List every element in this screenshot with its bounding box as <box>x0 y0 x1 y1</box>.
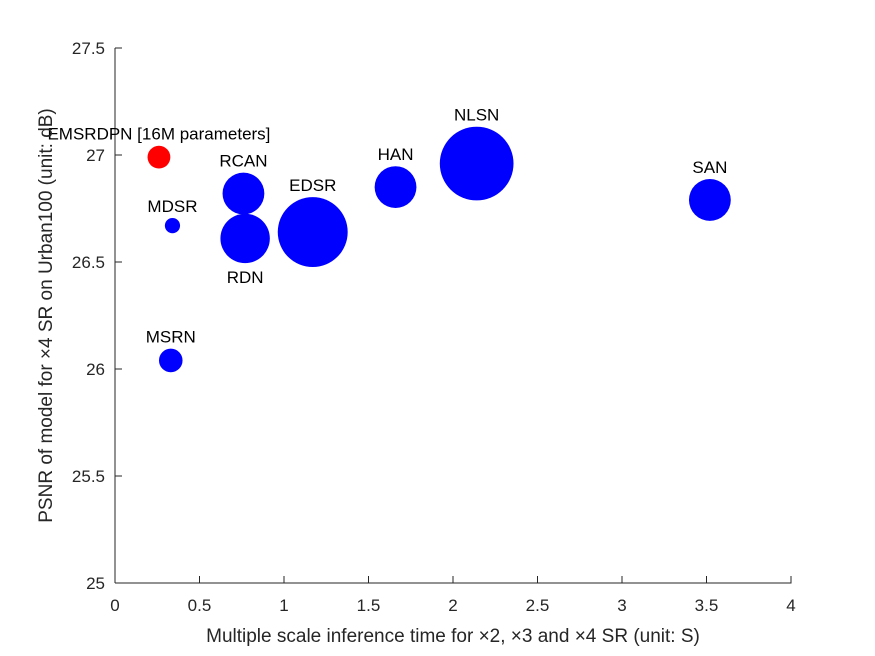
bubble-han <box>374 166 417 209</box>
y-tick-label: 25.5 <box>72 467 105 486</box>
bubble-rdn <box>220 213 270 264</box>
label-edsr: EDSR <box>289 176 336 195</box>
bubble-msrn <box>158 348 183 373</box>
x-axis-label: Multiple scale inference time for ×2, ×3… <box>206 626 700 647</box>
axes: 0 0.5 1 1.5 2 2.5 3 3.5 4 25 25.5 26 26.5 27 27.5 <box>72 39 796 615</box>
label-emsrdpn: EMSRDPN [16M parameters] <box>47 125 270 144</box>
x-tick-label: 3 <box>617 596 626 615</box>
bubble-nlsn <box>439 126 514 201</box>
y-tick-label: 25 <box>86 574 105 593</box>
x-tick-label: 2.5 <box>526 596 550 615</box>
x-tick-label: 1 <box>279 596 288 615</box>
bubble-edsr <box>277 197 348 267</box>
point-labels: EMSRDPN [16M parameters] MDSR MSRN RCAN RDN E… <box>47 106 727 347</box>
x-tick-label: 2 <box>448 596 457 615</box>
label-rdn: RDN <box>227 268 264 287</box>
label-rcan: RCAN <box>219 152 267 171</box>
bubble-san <box>688 179 731 221</box>
bubble-mdsr <box>164 218 181 234</box>
y-tick-label: 26.5 <box>72 253 105 272</box>
y-tick-label: 27 <box>86 146 105 165</box>
bubble-rcan <box>222 172 265 215</box>
x-tick-label: 3.5 <box>695 596 719 615</box>
y-axis-label: PSNR of model for ×4 SR on Urban100 (uni… <box>36 108 57 523</box>
x-tick-label: 0.5 <box>188 596 212 615</box>
label-mdsr: MDSR <box>147 197 197 216</box>
label-san: SAN <box>692 158 727 177</box>
label-nlsn: NLSN <box>454 106 499 125</box>
x-tick-label: 1.5 <box>357 596 381 615</box>
label-msrn: MSRN <box>146 328 196 347</box>
data-points <box>147 126 731 373</box>
x-tick-label: 0 <box>110 596 119 615</box>
bubble-emsrdpn <box>147 145 171 169</box>
y-tick-label: 26 <box>86 360 105 379</box>
y-tick-label: 27.5 <box>72 39 105 58</box>
x-tick-label: 4 <box>786 596 795 615</box>
label-han: HAN <box>378 145 414 164</box>
